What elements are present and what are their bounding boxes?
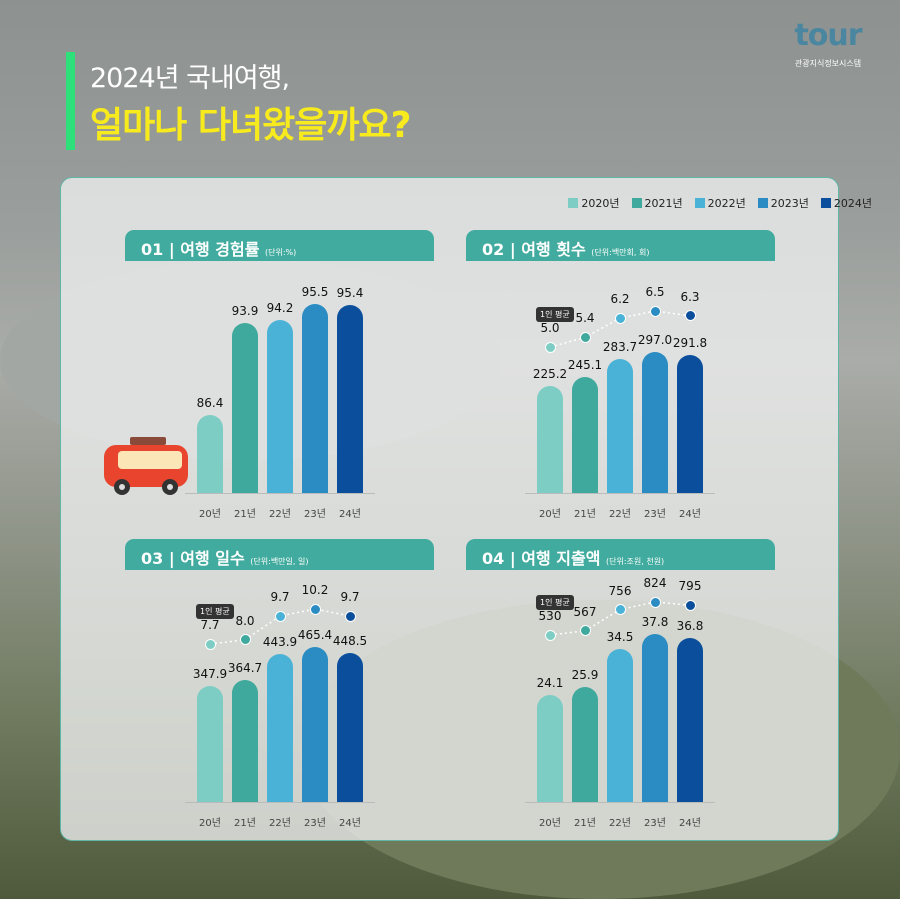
legend-item: 2024년 — [820, 195, 872, 211]
legend-label: 2022년 — [707, 197, 746, 210]
legend-swatch — [631, 198, 642, 208]
title-line2: 얼마나 다녀왔을까요? — [90, 105, 411, 146]
logo: tour 관광지식정보시스템 — [778, 20, 878, 69]
panel-title: 04 | 여행 지출액 — [482, 549, 601, 568]
legend-label: 2023년 — [770, 197, 809, 210]
panel-unit: (단위:%) — [265, 248, 297, 257]
infographic-panel — [60, 177, 839, 841]
panel-unit: (단위:백만회, 회) — [591, 248, 650, 257]
legend-swatch — [820, 198, 831, 208]
panel-header-2: 02 | 여행 횟수 (단위:백만회, 회) — [466, 230, 775, 261]
logo-wordmark: tour — [794, 18, 862, 53]
legend-item: 2021년 — [631, 195, 683, 211]
legend-swatch — [568, 198, 579, 208]
panel-title: 03 | 여행 일수 — [141, 549, 245, 568]
legend-item: 2022년 — [694, 195, 746, 211]
legend-item: 2023년 — [757, 195, 809, 211]
legend-label: 2024년 — [833, 197, 872, 210]
legend-item: 2020년 — [568, 195, 620, 211]
legend-label: 2021년 — [644, 197, 683, 210]
bus-illustration — [104, 437, 188, 495]
title-accent-bar — [66, 52, 75, 150]
legend-swatch — [757, 198, 768, 208]
panel-header-1: 01 | 여행 경험률 (단위:%) — [125, 230, 434, 261]
panel-title: 02 | 여행 횟수 — [482, 240, 586, 259]
panel-unit: (단위:백만일, 일) — [250, 557, 309, 566]
legend: 2020년 2021년 2022년 2023년 2024년 — [568, 195, 872, 211]
legend-label: 2020년 — [581, 197, 620, 210]
panel-header-4: 04 | 여행 지출액 (단위:조원, 천원) — [466, 539, 775, 570]
logo-subtitle: 관광지식정보시스템 — [794, 59, 862, 68]
panel-header-3: 03 | 여행 일수 (단위:백만일, 일) — [125, 539, 434, 570]
panel-title: 01 | 여행 경험률 — [141, 240, 260, 259]
legend-swatch — [694, 198, 705, 208]
title-line1: 2024년 국내여행, — [90, 63, 290, 94]
panel-unit: (단위:조원, 천원) — [606, 557, 665, 566]
